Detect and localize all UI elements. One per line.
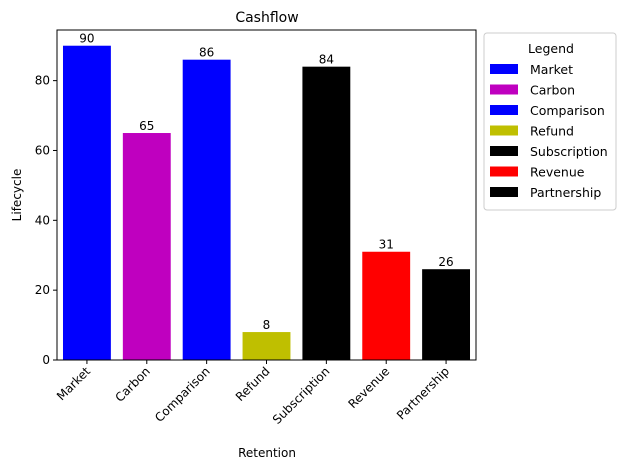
x-tick-label: Subscription (270, 364, 333, 427)
y-tick-label: 40 (35, 213, 50, 227)
y-tick-label: 80 (35, 74, 50, 88)
y-tick-label: 60 (35, 143, 50, 157)
legend-swatch (490, 64, 518, 74)
bar (362, 251, 411, 360)
bar-value-label: 31 (379, 238, 394, 252)
x-tick-label: Carbon (112, 364, 152, 404)
y-tick-label: 20 (35, 283, 50, 297)
legend-entry-label: Comparison (530, 103, 605, 118)
legend-swatch (490, 166, 518, 177)
bar (242, 332, 291, 360)
bar-value-label: 65 (139, 119, 154, 133)
chart-title: Cashflow (235, 10, 298, 26)
x-tick-label: Refund (233, 364, 273, 404)
legend-swatch (490, 105, 518, 115)
bar-value-label: 86 (199, 46, 214, 60)
legend-swatch (490, 84, 518, 95)
legend-entry-label: Carbon (530, 83, 575, 98)
legend-entry-label: Partnership (530, 185, 601, 200)
y-axis-label: Lifecycle (10, 169, 24, 222)
legend-entry-label: Market (530, 62, 573, 77)
bar (122, 133, 171, 360)
x-tick-label: Market (54, 364, 93, 403)
legend-entry-label: Revenue (530, 165, 585, 180)
legend-frame (483, 32, 617, 211)
legend-entry-label: Refund (530, 124, 574, 139)
legend-swatch (490, 125, 518, 136)
legend-swatch (490, 146, 518, 156)
bar (302, 66, 351, 361)
legend: Legend Market Carbon Comparison Refund Subsc… (483, 32, 617, 211)
bar-value-label: 90 (79, 32, 94, 46)
axes-frame (56, 29, 477, 361)
bar-value-label: 26 (438, 255, 453, 269)
x-tick-label: Partnership (394, 364, 452, 422)
legend-swatch (490, 187, 518, 197)
legend-items: Market Carbon Comparison Refund Subscription… (490, 62, 608, 200)
plot-area: 90 65 86 8 84 31 26 0 20 40 60 80 Market Carbon Compar… (35, 29, 477, 427)
legend-entry-label: Subscription (530, 144, 608, 159)
bar-value-label: 84 (319, 53, 334, 67)
x-tick-label: Revenue (345, 364, 392, 411)
y-tick-label: 0 (42, 353, 50, 367)
x-axis-label: Retention (238, 446, 296, 460)
x-tick-label: Comparison (152, 364, 213, 425)
bar (62, 45, 111, 360)
bar (422, 269, 471, 360)
bar-value-label: 8 (263, 318, 271, 332)
legend-title: Legend (528, 41, 574, 56)
bar (182, 59, 231, 360)
